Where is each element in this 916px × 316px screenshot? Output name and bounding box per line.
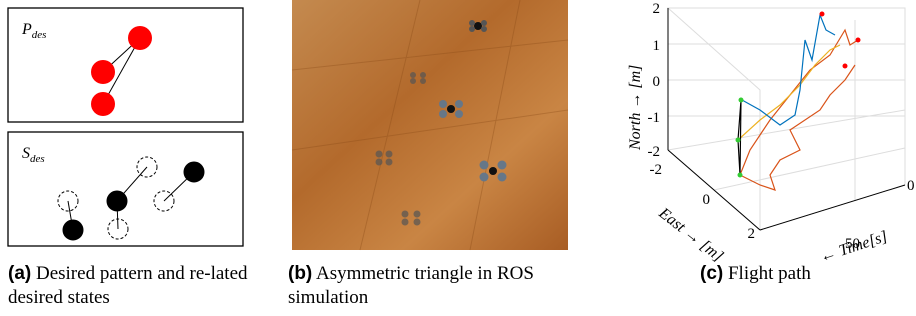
figure: Pdes Sdes	[0, 0, 916, 316]
tick-label: -2	[650, 162, 663, 178]
sim-image	[292, 0, 568, 250]
panel-a: Pdes Sdes	[8, 8, 243, 246]
caption: (a) Desired pattern and re-lated desired…	[8, 262, 258, 310]
tick-label: 0	[703, 192, 711, 208]
tick-label: 0	[653, 74, 661, 90]
tick-label: 0	[907, 178, 915, 194]
caption: (c) Flight path	[700, 262, 900, 286]
states	[58, 157, 204, 240]
tick-label: -2	[648, 144, 661, 160]
agent	[91, 60, 115, 84]
trajectories	[736, 12, 861, 191]
box-label: Pdes	[21, 21, 46, 41]
panel-b	[292, 0, 568, 250]
caption: (b) Asymmetric triangle in ROS simulatio…	[288, 262, 588, 310]
box	[8, 8, 243, 122]
panel-c: 2 1 0 -1 -2 -2 0 2 0 50 North → [m] East…	[627, 1, 915, 266]
caption-label: (a)	[8, 263, 31, 284]
tick-label: 2	[748, 226, 756, 242]
caption-label: (b)	[288, 263, 312, 284]
axis-label: ← Time[s]	[818, 228, 890, 266]
caption-text: Asymmetric triangle in ROS simulation	[288, 263, 534, 308]
caption-label: (c)	[700, 263, 723, 284]
axis-label: North → [m]	[627, 65, 644, 151]
agent	[128, 26, 152, 50]
tick-label: 2	[653, 1, 661, 17]
caption-text: Flight path	[728, 263, 811, 284]
tick-label: 1	[653, 38, 661, 54]
agent	[91, 92, 115, 116]
tick-label: -1	[648, 110, 661, 126]
axis-label: East → [m]	[655, 204, 727, 265]
box-label: Sdes	[22, 145, 45, 165]
caption-text: Desired pattern and re-lated desired sta…	[8, 263, 248, 308]
box	[8, 132, 243, 246]
